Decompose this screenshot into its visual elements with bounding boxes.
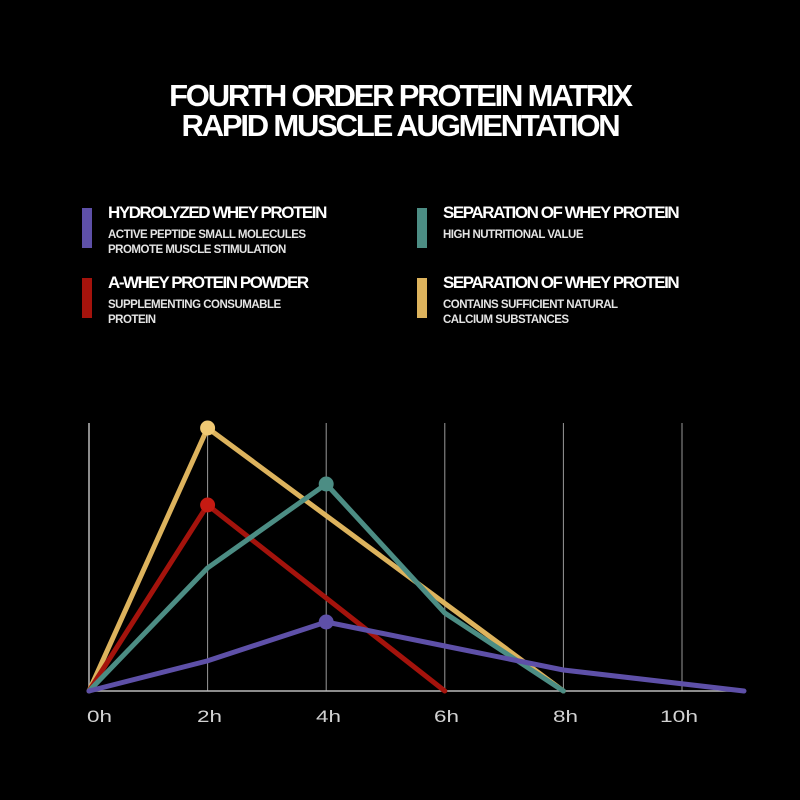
svg-text:2h: 2h (197, 707, 222, 726)
svg-text:8h: 8h (553, 707, 578, 726)
svg-text:4h: 4h (316, 707, 341, 726)
svg-text:6h: 6h (434, 707, 459, 726)
svg-text:0h: 0h (87, 707, 112, 726)
svg-text:10h: 10h (660, 707, 698, 726)
